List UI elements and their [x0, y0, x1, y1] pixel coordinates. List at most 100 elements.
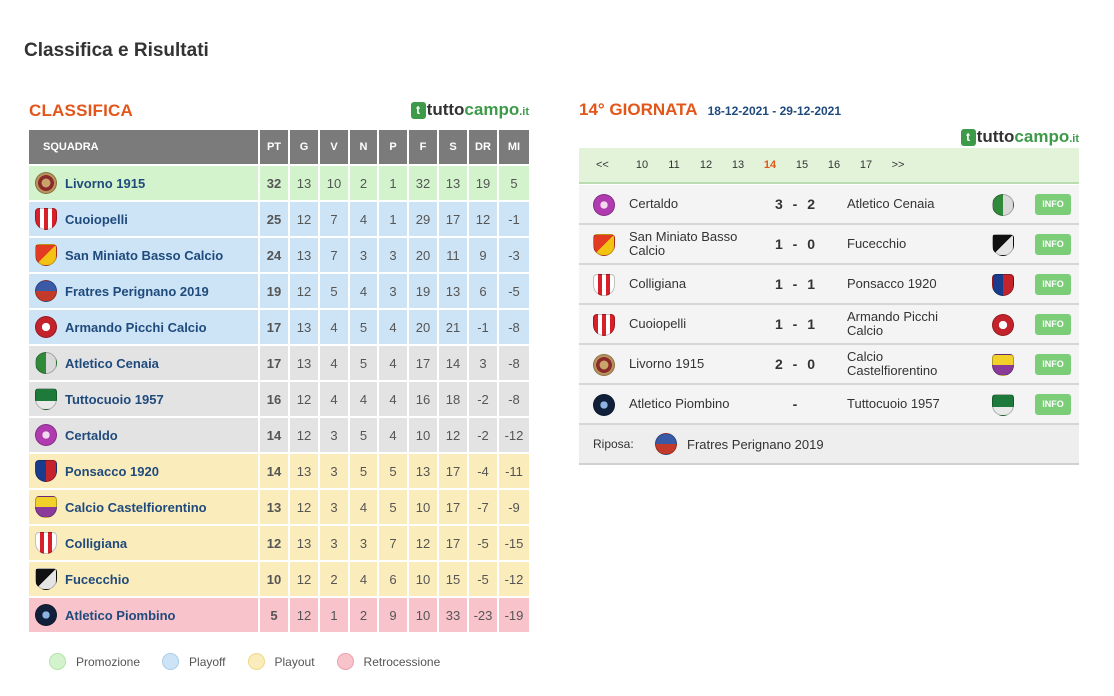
away-team[interactable]: Ponsacco 1920 [847, 276, 937, 291]
fucecchio-crest-icon [992, 234, 1014, 256]
team-name-link[interactable]: Ponsacco 1920 [65, 463, 159, 479]
home-team[interactable]: Colligiana [629, 276, 687, 291]
round-link-prev[interactable]: << [596, 159, 609, 171]
home-team[interactable]: Atletico Piombino [629, 396, 730, 411]
column-header-n[interactable]: N [350, 130, 379, 164]
match-row[interactable]: Cuoiopelli 1 - 1 Armando Picchi Calcio INFO [579, 305, 1079, 345]
home-team[interactable]: San Miniato Basso Calcio [629, 229, 738, 258]
stat-pt: 32 [260, 164, 290, 200]
team-cell[interactable]: San Miniato Basso Calcio [29, 236, 260, 272]
column-header-p[interactable]: P [379, 130, 409, 164]
team-name-link[interactable]: Atletico Piombino [65, 607, 176, 623]
team-cell[interactable]: Armando Picchi Calcio [29, 308, 260, 344]
round-link-14[interactable]: 14 [763, 159, 777, 171]
round-link-11[interactable]: 11 [668, 159, 680, 171]
away-team[interactable]: Tuttocuoio 1957 [847, 396, 940, 411]
table-row[interactable]: Atletico Cenaia 17 13 4 5 4 17 14 3 -8 [29, 344, 529, 380]
table-row[interactable]: Armando Picchi Calcio 17 13 4 5 4 20 21 -1 -8 [29, 308, 529, 344]
table-row[interactable]: Livorno 1915 32 13 10 2 1 32 13 19 5 [29, 164, 529, 200]
match-score: 3 - 2 [774, 196, 815, 212]
team-name-link[interactable]: Calcio Castelfiorentino [65, 499, 207, 515]
table-row[interactable]: Fratres Perignano 2019 19 12 5 4 3 19 13 6 -5 [29, 272, 529, 308]
team-name-link[interactable]: Atletico Cenaia [65, 355, 159, 371]
column-header-g[interactable]: G [290, 130, 320, 164]
team-name-link[interactable]: Armando Picchi Calcio [65, 319, 207, 335]
match-row[interactable]: Certaldo 3 - 2 Atletico Cenaia INFO [579, 185, 1079, 225]
team-cell[interactable]: Atletico Piombino [29, 596, 260, 632]
team-name-link[interactable]: Certaldo [65, 427, 118, 443]
column-header-dr[interactable]: DR [469, 130, 499, 164]
tuttocampo-logo[interactable]: t tutto campo .it [960, 127, 1079, 147]
round-link-15[interactable]: 15 [795, 159, 809, 171]
match-row[interactable]: Livorno 1915 2 - 0 Calcio Castelfiorentino… [579, 345, 1079, 385]
table-row[interactable]: Colligiana 12 13 3 3 7 12 17 -5 -15 [29, 524, 529, 560]
stat-p: 3 [379, 236, 409, 272]
table-row[interactable]: Calcio Castelfiorentino 13 12 3 4 5 10 17 -7 -9 [29, 488, 529, 524]
info-button[interactable]: INFO [1035, 274, 1071, 295]
team-cell[interactable]: Cuoiopelli [29, 200, 260, 236]
away-team[interactable]: Calcio Castelfiorentino [847, 349, 938, 378]
riposa-team[interactable]: Fratres Perignano 2019 [687, 436, 824, 452]
team-cell[interactable]: Certaldo [29, 416, 260, 452]
info-button[interactable]: INFO [1035, 354, 1071, 375]
away-team[interactable]: Armando Picchi Calcio [847, 309, 939, 338]
team-name-link[interactable]: Tuttocuoio 1957 [65, 391, 164, 407]
table-row[interactable]: Fucecchio 10 12 2 4 6 10 15 -5 -12 [29, 560, 529, 596]
table-row[interactable]: Tuttocuoio 1957 16 12 4 4 4 16 18 -2 -8 [29, 380, 529, 416]
column-header-s[interactable]: S [439, 130, 469, 164]
home-team[interactable]: Certaldo [629, 196, 679, 211]
team-name-link[interactable]: Colligiana [65, 535, 128, 551]
round-link-13[interactable]: 13 [731, 159, 745, 171]
info-button[interactable]: INFO [1035, 314, 1071, 335]
stat-s: 17 [439, 488, 469, 524]
team-cell[interactable]: Calcio Castelfiorentino [29, 488, 260, 524]
column-header-v[interactable]: V [320, 130, 350, 164]
team-cell[interactable]: Tuttocuoio 1957 [29, 380, 260, 416]
info-button[interactable]: INFO [1035, 234, 1071, 255]
info-button[interactable]: INFO [1035, 194, 1071, 215]
round-link-next[interactable]: >> [891, 159, 905, 171]
legend-dot-icon [162, 653, 180, 670]
team-cell[interactable]: Ponsacco 1920 [29, 452, 260, 488]
match-row[interactable]: Colligiana 1 - 1 Ponsacco 1920 INFO [579, 265, 1079, 305]
table-row[interactable]: San Miniato Basso Calcio 24 13 7 3 3 20 11 9 -3 [29, 236, 529, 272]
away-team[interactable]: Fucecchio [847, 236, 907, 251]
table-row[interactable]: Atletico Piombino 5 12 1 2 9 10 33 -23 -19 [29, 596, 529, 632]
team-cell[interactable]: Fucecchio [29, 560, 260, 596]
stat-g: 12 [290, 596, 320, 632]
team-cell[interactable]: Livorno 1915 [29, 164, 260, 200]
team-name-link[interactable]: Fucecchio [65, 571, 130, 587]
team-name-link[interactable]: Livorno 1915 [65, 175, 146, 191]
column-header-mi[interactable]: MI [499, 130, 529, 164]
away-team[interactable]: Atletico Cenaia [847, 196, 935, 211]
table-row[interactable]: Certaldo 14 12 3 5 4 10 12 -2 -12 [29, 416, 529, 452]
team-name-link[interactable]: San Miniato Basso Calcio [65, 247, 224, 263]
stat-p: 4 [379, 344, 409, 380]
piombino-crest-icon [593, 394, 615, 416]
fucecchio-crest-icon [35, 568, 57, 590]
team-cell-inner: San Miniato Basso Calcio [35, 244, 258, 266]
team-cell-inner: Livorno 1915 [35, 172, 258, 194]
castelfiorentino-crest-icon [992, 354, 1014, 376]
match-row[interactable]: San Miniato Basso Calcio 1 - 0 Fucecchio IN… [579, 225, 1079, 265]
table-row[interactable]: Cuoiopelli 25 12 7 4 1 29 17 12 -1 [29, 200, 529, 236]
team-name-link[interactable]: Fratres Perignano 2019 [65, 283, 209, 299]
column-header-pt[interactable]: PT [260, 130, 290, 164]
home-team[interactable]: Cuoiopelli [629, 316, 687, 331]
home-team[interactable]: Livorno 1915 [629, 356, 705, 371]
team-cell[interactable]: Atletico Cenaia [29, 344, 260, 380]
match-row[interactable]: Atletico Piombino - Tuttocuoio 1957 INFO [579, 385, 1079, 425]
tuttocampo-mark-icon: t [410, 101, 426, 119]
round-link-16[interactable]: 16 [827, 159, 841, 171]
team-cell[interactable]: Colligiana [29, 524, 260, 560]
tuttocampo-logo[interactable]: t tutto campo .it [410, 100, 529, 120]
column-header-f[interactable]: F [409, 130, 439, 164]
column-header-squadra[interactable]: SQUADRA [29, 130, 260, 164]
round-link-12[interactable]: 12 [699, 159, 713, 171]
table-row[interactable]: Ponsacco 1920 14 13 3 5 5 13 17 -4 -11 [29, 452, 529, 488]
team-name-link[interactable]: Cuoiopelli [65, 211, 128, 227]
round-link-10[interactable]: 10 [635, 159, 649, 171]
info-button[interactable]: INFO [1035, 394, 1071, 415]
team-cell[interactable]: Fratres Perignano 2019 [29, 272, 260, 308]
round-link-17[interactable]: 17 [859, 159, 873, 171]
